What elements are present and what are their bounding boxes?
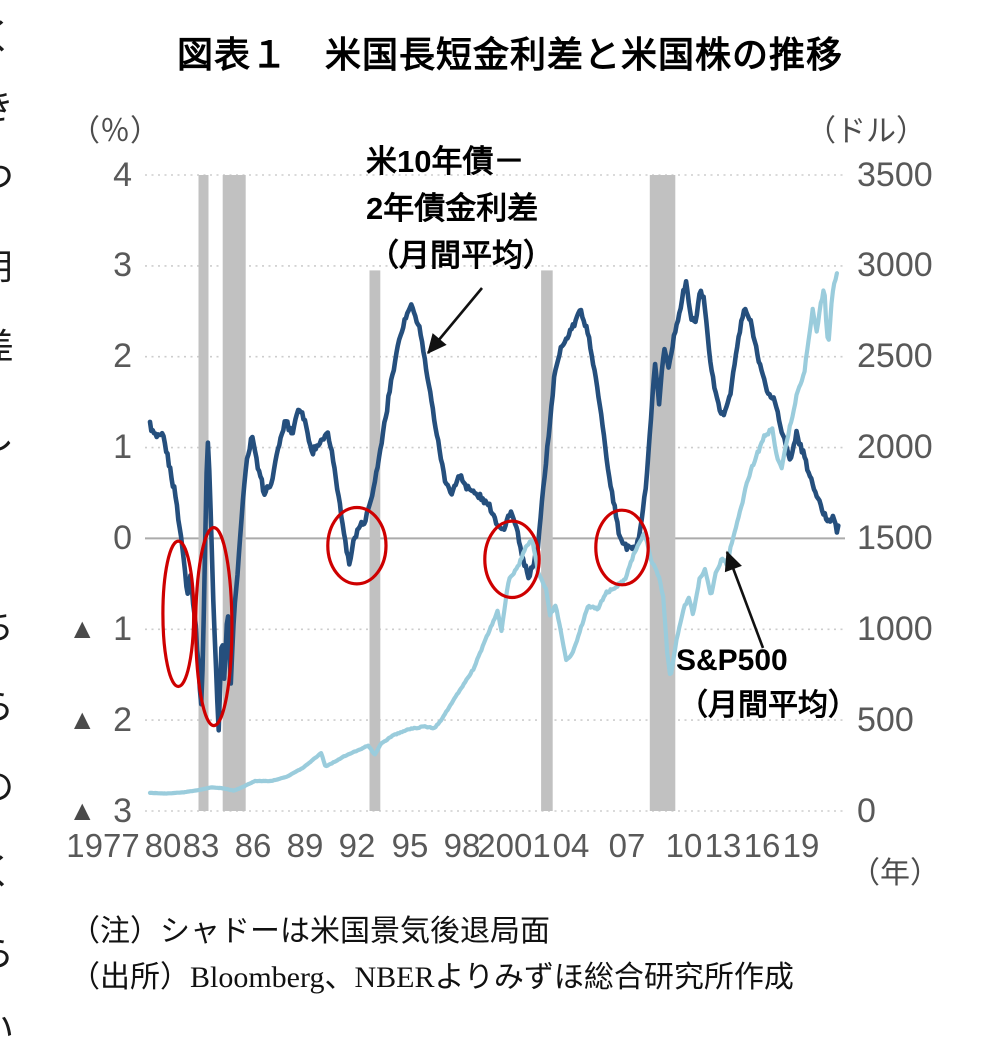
y-axis-right-tick: 2500 (857, 337, 933, 376)
edge-text-fragment: く (0, 843, 14, 895)
y-axis-left-tick: 0 (113, 518, 132, 557)
x-axis-tick: 07 (608, 827, 646, 864)
recession-band (541, 270, 553, 811)
y-axis-right-tick: 1500 (857, 518, 933, 557)
x-axis-tick: 80 (144, 827, 182, 864)
x-axis-tick: 2001 (477, 827, 551, 864)
edge-text-fragment: 差 (0, 318, 14, 370)
right-axis-unit-label: （ドル） (806, 115, 926, 148)
edge-text-fragment: つ (0, 148, 14, 200)
source-line: （出所）Bloomberg、NBERよりみずほ総合研究所作成 (70, 961, 794, 994)
edge-text-fragment: ら (0, 925, 14, 977)
annotation-arrows (427, 287, 765, 649)
edge-text-fragment: の (0, 758, 14, 810)
x-axis-tick: 13 (704, 827, 742, 864)
edge-text-fragment: ち (0, 598, 14, 650)
x-axis-tick: 10 (665, 827, 703, 864)
highlight-ellipse (194, 525, 234, 728)
highlight-ellipse (594, 508, 650, 587)
y-axis-right-tick: 3500 (857, 155, 933, 194)
x-axis-tick: 86 (234, 827, 272, 864)
chart-title: 図表１ 米国長短金利差と米国株の推移 (176, 34, 843, 75)
recession-band (369, 270, 381, 811)
y-axis-right-tick: 0 (857, 791, 876, 830)
x-axis-tick: 83 (182, 827, 220, 864)
gridlines (145, 174, 845, 812)
edge-text-fragment: し (0, 408, 14, 460)
x-axis-tick: 1977 (66, 827, 140, 864)
sp500-annotation-line: （月間平均） (678, 689, 858, 722)
x-axis-tick: 16 (743, 827, 781, 864)
x-axis-tick: 95 (391, 827, 429, 864)
sp500-series-annotation: S&P500 （月間平均） (676, 638, 858, 728)
x-axis-tick: 04 (552, 827, 590, 864)
recession-band (649, 175, 676, 811)
spread-line (147, 279, 841, 733)
recession-band (198, 175, 209, 811)
highlight-ellipse (161, 539, 196, 689)
x-axis-unit-label: （年） (850, 857, 940, 890)
edge-text-fragment: い (0, 1000, 14, 1046)
spread-annotation-line: （月間平均） (368, 238, 554, 273)
y-axis-left-tick: 2 (113, 337, 132, 376)
edge-text-fragment: く (0, 8, 14, 60)
page-edge-text-fragments: くきつ用差しちらのくらい (0, 0, 15, 1046)
highlight-ellipse (483, 519, 541, 600)
negative-triangle-icon: ▲ (68, 704, 97, 736)
y-axis-left-tick: ▲ 1 (68, 609, 132, 648)
y-axis-right-tick: 1000 (857, 609, 933, 648)
edge-text-fragment: ら (0, 678, 14, 730)
sp500-line (147, 271, 839, 796)
y-axis-left-tick: ▲ 3 (68, 791, 132, 830)
x-axis-tick: 98 (443, 827, 481, 864)
x-axis-tick: 92 (338, 827, 376, 864)
y-axis-left-tick: ▲ 2 (68, 700, 132, 739)
note-line: （注）シャドーは米国景気後退局面 (70, 915, 550, 948)
negative-triangle-icon: ▲ (68, 795, 97, 826)
edge-text-fragment: 用 (0, 238, 14, 290)
left-axis-unit-label: （％） (70, 115, 160, 148)
y-axis-left-tick: 1 (113, 428, 132, 467)
x-axis-tick: 89 (286, 827, 324, 864)
spread-annotation-arrow (427, 287, 483, 354)
highlight-ellipse (326, 505, 388, 586)
spread-series-annotation: 米10年債－ 2年債金利差 （月間平均） (366, 138, 554, 279)
y-axis-right-tick: 3000 (857, 246, 933, 285)
edge-text-fragment: き (0, 78, 14, 130)
x-axis-tick: 19 (782, 827, 820, 864)
spread-annotation-line: 2年債金利差 (366, 191, 539, 226)
y-axis-right-tick: 500 (857, 700, 914, 739)
spread-annotation-line: 米10年債－ (366, 144, 525, 179)
sp500-annotation-line: S&P500 (676, 644, 788, 677)
y-axis-left-tick: 4 (113, 155, 132, 194)
sp500-annotation-arrow (724, 550, 765, 649)
negative-triangle-icon: ▲ (68, 613, 97, 645)
y-axis-right-tick: 2000 (857, 428, 933, 467)
y-axis-left-tick: 3 (113, 246, 132, 285)
highlight-circles (161, 505, 650, 728)
